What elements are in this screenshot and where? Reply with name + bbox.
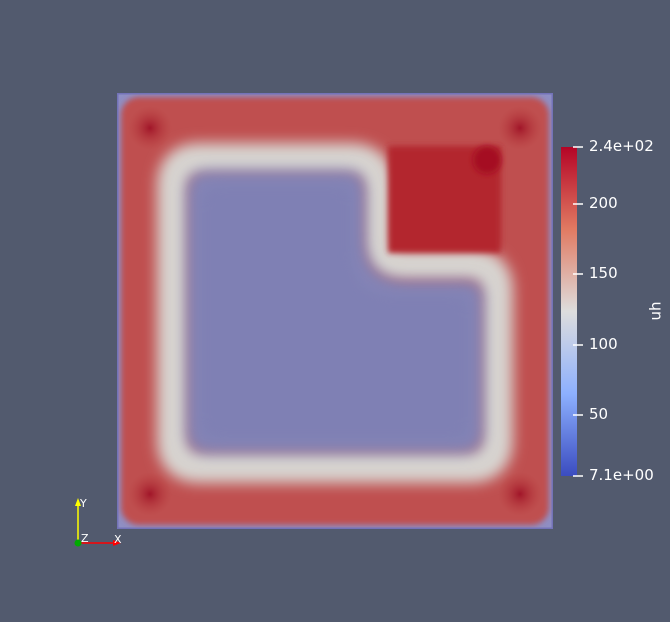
orientation-axes[interactable] <box>74 498 122 547</box>
scalar-bar-label-min: 7.1e+00 <box>589 466 654 484</box>
x-axis-arrow <box>113 540 121 546</box>
scalar-bar-label-200: 200 <box>589 194 618 212</box>
y-axis-arrow <box>75 498 81 506</box>
z-axis-label: Z <box>81 532 89 545</box>
scalar-bar-title: uh <box>646 301 665 321</box>
scalar-bar-label-100: 100 <box>589 335 618 353</box>
scalar-bar-label-50: 50 <box>589 405 609 423</box>
scalar-bar-label-150: 150 <box>589 264 618 282</box>
scalar-bar-ticks <box>573 146 583 477</box>
scalar-bar-gradient <box>561 147 577 476</box>
scalar-bar[interactable] <box>561 146 583 477</box>
x-axis-label: X <box>114 533 122 546</box>
y-axis-label: Y <box>80 497 87 510</box>
field-plot <box>117 93 553 529</box>
scalar-bar-label-max: 2.4e+02 <box>589 137 654 155</box>
transition-band <box>157 143 513 483</box>
z-axis-dot <box>74 539 82 547</box>
